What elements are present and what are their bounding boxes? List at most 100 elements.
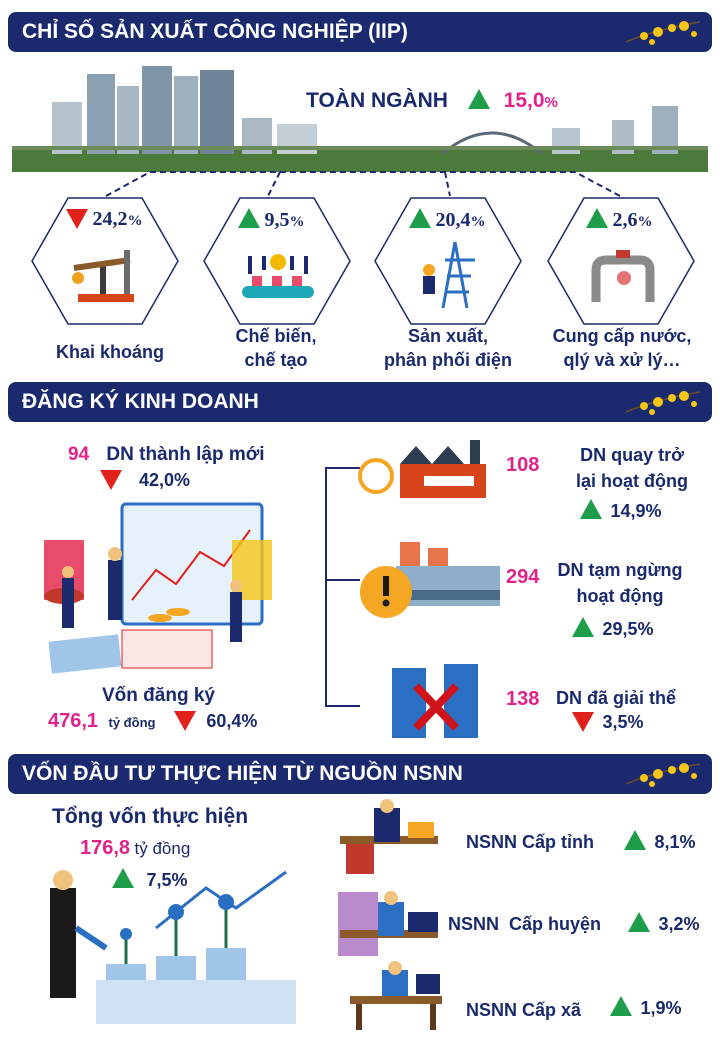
investment-total-value: 176,8 bbox=[80, 837, 131, 859]
sector-value: 2,6 bbox=[612, 209, 638, 231]
level-district-label: NSNN Cấp huyện bbox=[448, 914, 602, 934]
up-arrow-icon bbox=[628, 912, 650, 932]
dissolved-change: 3,5% bbox=[572, 712, 643, 733]
capital-value: 476,1 bbox=[48, 710, 99, 732]
desk-worker-icon bbox=[340, 799, 438, 874]
up-arrow-icon bbox=[586, 208, 608, 228]
level-commune-label: NSNN Cấp xã bbox=[466, 1000, 582, 1020]
investment-total: 176,8 tỷ đồng bbox=[80, 837, 190, 860]
down-arrow-icon bbox=[173, 711, 196, 731]
capital-change: 60,4% bbox=[206, 711, 258, 731]
sector-name-line1: Chế biến, bbox=[235, 326, 317, 346]
up-arrow-icon bbox=[580, 499, 602, 519]
oil-pump-icon bbox=[72, 250, 134, 302]
apricot-blossom-icon bbox=[625, 21, 701, 45]
level-provincial-change: 8,1% bbox=[624, 830, 695, 853]
city-skyline-image bbox=[12, 66, 708, 172]
returned-count: 108 bbox=[506, 454, 540, 476]
level-provincial-change-value: 8,1% bbox=[654, 832, 696, 852]
capital: 476,1 tỷ đồng 60,4% bbox=[48, 710, 257, 733]
sector-name-line1: Khai khoáng bbox=[55, 342, 164, 362]
up-arrow-icon bbox=[572, 617, 594, 637]
dissolved-change-value: 3,5% bbox=[602, 712, 644, 732]
suspended-change-value: 29,5% bbox=[602, 619, 654, 639]
suspended-label-line1: DN tạm ngừng bbox=[557, 560, 683, 580]
business-banner: ĐĂNG KÝ KINH DOANH bbox=[8, 382, 712, 422]
sector-unit: % bbox=[470, 214, 486, 230]
returned-change: 14,9% bbox=[580, 499, 662, 522]
new-business-label: DN thành lập mới bbox=[106, 444, 265, 465]
apricot-blossom-icon bbox=[625, 391, 701, 415]
sector-mining: 24,2% bbox=[30, 196, 180, 346]
suspended-change: 29,5% bbox=[572, 617, 654, 640]
level-provincial-label: NSNN Cấp tỉnh bbox=[466, 832, 594, 852]
up-arrow-icon bbox=[467, 89, 490, 109]
suspended-label-line2: hoạt động bbox=[576, 586, 664, 606]
bracket-line bbox=[325, 467, 360, 707]
new-business: 94 DN thành lập mới bbox=[68, 444, 265, 466]
investment-banner: VỐN ĐẦU TƯ THỰC HIỆN TỪ NGUỒN NSNN bbox=[8, 754, 712, 794]
sector-unit: % bbox=[637, 214, 653, 230]
business-analytics-illustration bbox=[44, 502, 272, 674]
level-district-change-value: 3,2% bbox=[658, 914, 700, 934]
conveyor-icon bbox=[242, 254, 314, 298]
new-business-change-value: 42,0% bbox=[139, 470, 191, 490]
apricot-blossom-icon bbox=[625, 763, 701, 787]
sector-value: 20,4 bbox=[435, 209, 471, 231]
business-title: ĐĂNG KÝ KINH DOANH bbox=[22, 390, 259, 413]
water-pipe-icon bbox=[591, 250, 655, 302]
investment-total-change: 7,5% bbox=[112, 868, 187, 891]
capital-label-text: Vốn đăng ký bbox=[102, 685, 215, 706]
sector-water-name: Cung cấp nước, qlý và xử lý… bbox=[530, 324, 714, 372]
iip-total-unit: % bbox=[544, 94, 558, 111]
power-tower-icon bbox=[423, 241, 475, 309]
sector-name-line2: qlý và xử lý… bbox=[563, 350, 681, 370]
buildings-dissolved-icon bbox=[392, 664, 478, 738]
factory-return-icon bbox=[358, 440, 486, 498]
sector-value: 24,2 bbox=[92, 208, 128, 230]
computer-worker-icon bbox=[350, 961, 442, 1030]
level-district-change: 3,2% bbox=[628, 912, 699, 935]
sector-electricity-name: Sản xuất, phân phối điện bbox=[356, 324, 540, 372]
dissolved-label: DN đã giải thể bbox=[556, 688, 677, 708]
up-arrow-icon bbox=[112, 868, 134, 888]
investment-growth-illustration bbox=[50, 870, 296, 1024]
suspended-count: 294 bbox=[506, 566, 540, 588]
capital-unit: tỷ đồng bbox=[108, 715, 156, 730]
sector-electricity: 20,4% bbox=[373, 196, 523, 346]
returned-label-line2: lại hoạt động bbox=[576, 471, 688, 491]
factory-warning-icon bbox=[360, 542, 500, 618]
investment-total-change-value: 7,5% bbox=[146, 870, 188, 890]
level-commune-change-value: 1,9% bbox=[640, 998, 682, 1018]
sector-mining-name: Khai khoáng bbox=[20, 340, 200, 364]
suspended-label: DN tạm ngừng hoạt động bbox=[548, 557, 692, 609]
sector-name-line2: phân phối điện bbox=[384, 350, 512, 370]
iip-banner: CHỈ SỐ SẢN XUẤT CÔNG NGHIỆP (IIP) bbox=[8, 12, 712, 52]
busy-worker-icon bbox=[338, 891, 438, 956]
up-arrow-icon bbox=[624, 830, 646, 850]
investment-total-label: Tổng vốn thực hiện bbox=[52, 805, 249, 828]
up-arrow-icon bbox=[238, 208, 260, 228]
iip-total: TOÀN NGÀNH 15,0% bbox=[306, 86, 558, 116]
sector-manufacturing: 9,5% bbox=[202, 196, 352, 346]
iip-total-value: 15,0 bbox=[503, 89, 545, 112]
new-business-change: 42,0% bbox=[100, 470, 190, 491]
dissolved-count: 138 bbox=[506, 688, 540, 710]
sector-unit: % bbox=[127, 213, 143, 229]
down-arrow-icon bbox=[100, 470, 122, 490]
sector-unit: % bbox=[289, 214, 305, 230]
investment-total-unit: tỷ đồng bbox=[134, 839, 191, 858]
sector-value: 9,5 bbox=[264, 209, 290, 231]
sector-name-line2: chế tạo bbox=[244, 350, 308, 370]
returned-label-line1: DN quay trở bbox=[580, 445, 684, 465]
level-commune-change: 1,9% bbox=[610, 996, 681, 1019]
up-arrow-icon bbox=[610, 996, 632, 1016]
sector-name-line1: Cung cấp nước, bbox=[552, 326, 692, 346]
capital-label: Vốn đăng ký bbox=[102, 685, 215, 707]
sector-manufacturing-name: Chế biến, chế tạo bbox=[186, 324, 366, 372]
sector-water: 2,6% bbox=[546, 196, 696, 346]
new-business-count: 94 bbox=[68, 444, 90, 465]
returned-change-value: 14,9% bbox=[610, 501, 662, 521]
down-arrow-icon bbox=[572, 712, 594, 732]
iip-title: CHỈ SỐ SẢN XUẤT CÔNG NGHIỆP (IIP) bbox=[22, 20, 408, 43]
